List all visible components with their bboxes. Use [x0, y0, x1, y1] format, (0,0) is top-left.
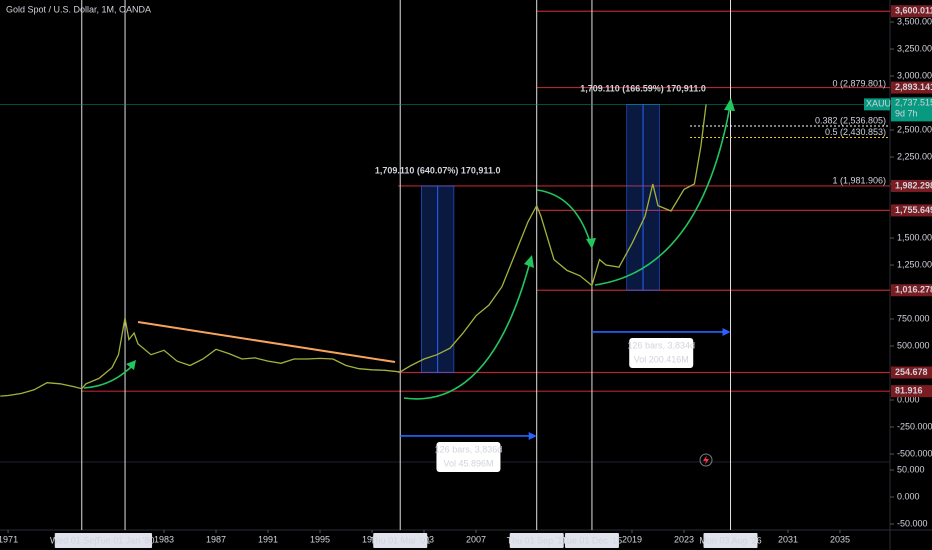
- measure-label: 1,709.110 (640.07%) 170,911.0: [375, 165, 501, 175]
- arrow-heads: [126, 98, 735, 370]
- range-vol: Vol 200.416M: [634, 354, 689, 364]
- countdown: 9d 7h: [895, 109, 918, 119]
- range-label-bg: [436, 441, 501, 472]
- date-label: Thu 01 Sep '11: [507, 535, 567, 545]
- arrow-head: [586, 238, 596, 249]
- x-tick-label: 2035: [830, 534, 850, 544]
- y2-tick-label: 0.000: [897, 491, 920, 501]
- y-tick-label: 1,250.000: [897, 259, 932, 269]
- fib-label: 1 (1,981.906): [832, 175, 886, 185]
- date-label: Tue 01 Dec '15: [562, 535, 622, 545]
- x-tick-label: 2031: [778, 534, 798, 544]
- range-vol: Vol 45.896M: [443, 458, 493, 468]
- level-label: 2,893.141: [895, 82, 932, 92]
- x-tick-label: 1971: [0, 534, 18, 544]
- level-label-bg: [891, 81, 932, 94]
- y-tick-label: 3,500.000: [897, 16, 932, 26]
- y-tick-label: 2,250.000: [897, 151, 932, 161]
- y-tick-label: 1,500.000: [897, 232, 932, 242]
- y-tick-label: 3,250.000: [897, 43, 932, 53]
- level-label-bg: [891, 204, 932, 217]
- symbol-tag: XAUUSD: [866, 99, 904, 109]
- level-label: 1,982.298: [895, 180, 932, 190]
- level-label: 1,755.649: [895, 205, 932, 215]
- range-arrow-head: [722, 327, 731, 336]
- level-label: 3,600.011: [895, 6, 932, 16]
- date-label-bg: [98, 533, 153, 548]
- arcs: [83, 105, 731, 400]
- arrow-head: [724, 98, 735, 111]
- x-tick-label: 2007: [466, 534, 486, 544]
- arc: [403, 261, 531, 400]
- x-tick-label: 1983: [154, 534, 174, 544]
- range-bars: 126 bars, 3,834d: [627, 340, 695, 350]
- arrow-head: [524, 255, 534, 268]
- level-label-bg: [891, 284, 932, 297]
- x-tick-label: 1999: [362, 534, 382, 544]
- date-label-bg: [373, 533, 428, 548]
- x-tick-label: 2023: [674, 534, 694, 544]
- date-label-bg: [54, 533, 109, 548]
- last-price: 2,737.515: [895, 98, 932, 108]
- flash-icon: [699, 453, 713, 467]
- last-price-bg: [891, 97, 932, 122]
- arc: [594, 105, 731, 286]
- level-label: 254.678: [895, 367, 928, 377]
- range-bars: 126 bars, 3,836d: [435, 444, 503, 454]
- symbol-tag-bg: [864, 98, 890, 111]
- level-label-bg: [891, 179, 932, 192]
- fib-label: 0.5 (2,430.853): [825, 127, 886, 137]
- fib-label: 0 (2,879.801): [832, 78, 886, 88]
- date-label: Tue 01 Jan '80: [96, 535, 155, 545]
- icon-ring: [699, 453, 713, 467]
- y2-tick-label: 50.000: [897, 464, 925, 474]
- date-label-bg: [509, 533, 564, 548]
- y-tick-label: -250.000: [897, 421, 932, 431]
- x-tick-label: 1987: [206, 534, 226, 544]
- date-label: Wed 01 Sep '76: [50, 535, 114, 545]
- level-label: 1,016.278: [895, 285, 932, 295]
- arc: [83, 365, 133, 389]
- y-tick-label: 750.000: [897, 313, 930, 323]
- x-tick-label: 1995: [310, 534, 330, 544]
- date-label-bg: [564, 533, 619, 548]
- level-label-bg: [891, 5, 932, 18]
- trend-line: [137, 321, 396, 363]
- date-label: Thu 01 Mar '01: [370, 535, 430, 545]
- y-tick-label: 0.000: [897, 394, 920, 404]
- y-tick-label: -500.000: [897, 448, 932, 458]
- arc: [536, 189, 591, 243]
- y-tick-label: 2,500.000: [897, 124, 932, 134]
- y-tick-label: 3,000.000: [897, 70, 932, 80]
- date-label-bg: [703, 533, 758, 548]
- price-line: [0, 104, 707, 397]
- measure-label: 1,709.110 (166.59%) 170,911.0: [580, 84, 706, 94]
- y-tick-label: 500.000: [897, 340, 930, 350]
- level-label-bg: [891, 385, 932, 398]
- range-label-bg: [629, 337, 694, 368]
- icon-bolt: [703, 455, 709, 465]
- range-arrow-head: [528, 431, 537, 440]
- level-label-bg: [891, 366, 932, 379]
- marks: [0, 0, 894, 533]
- level-label: 81.916: [895, 386, 923, 396]
- x-tick-label: 1991: [258, 534, 278, 544]
- chart-title: Gold Spot / U.S. Dollar, 1M, OANDA: [6, 4, 151, 14]
- arrow-head: [126, 360, 136, 370]
- fib-label: 0.382 (2,536.805): [815, 115, 886, 125]
- date-label: Mon 03 Aug '26: [699, 535, 761, 545]
- y2-tick-label: -50.000: [897, 518, 928, 528]
- x-tick-label: 2019: [622, 534, 642, 544]
- labels: 3,500.000 3,250.000 3,000.000 2,500.000 2,25…: [0, 5, 932, 548]
